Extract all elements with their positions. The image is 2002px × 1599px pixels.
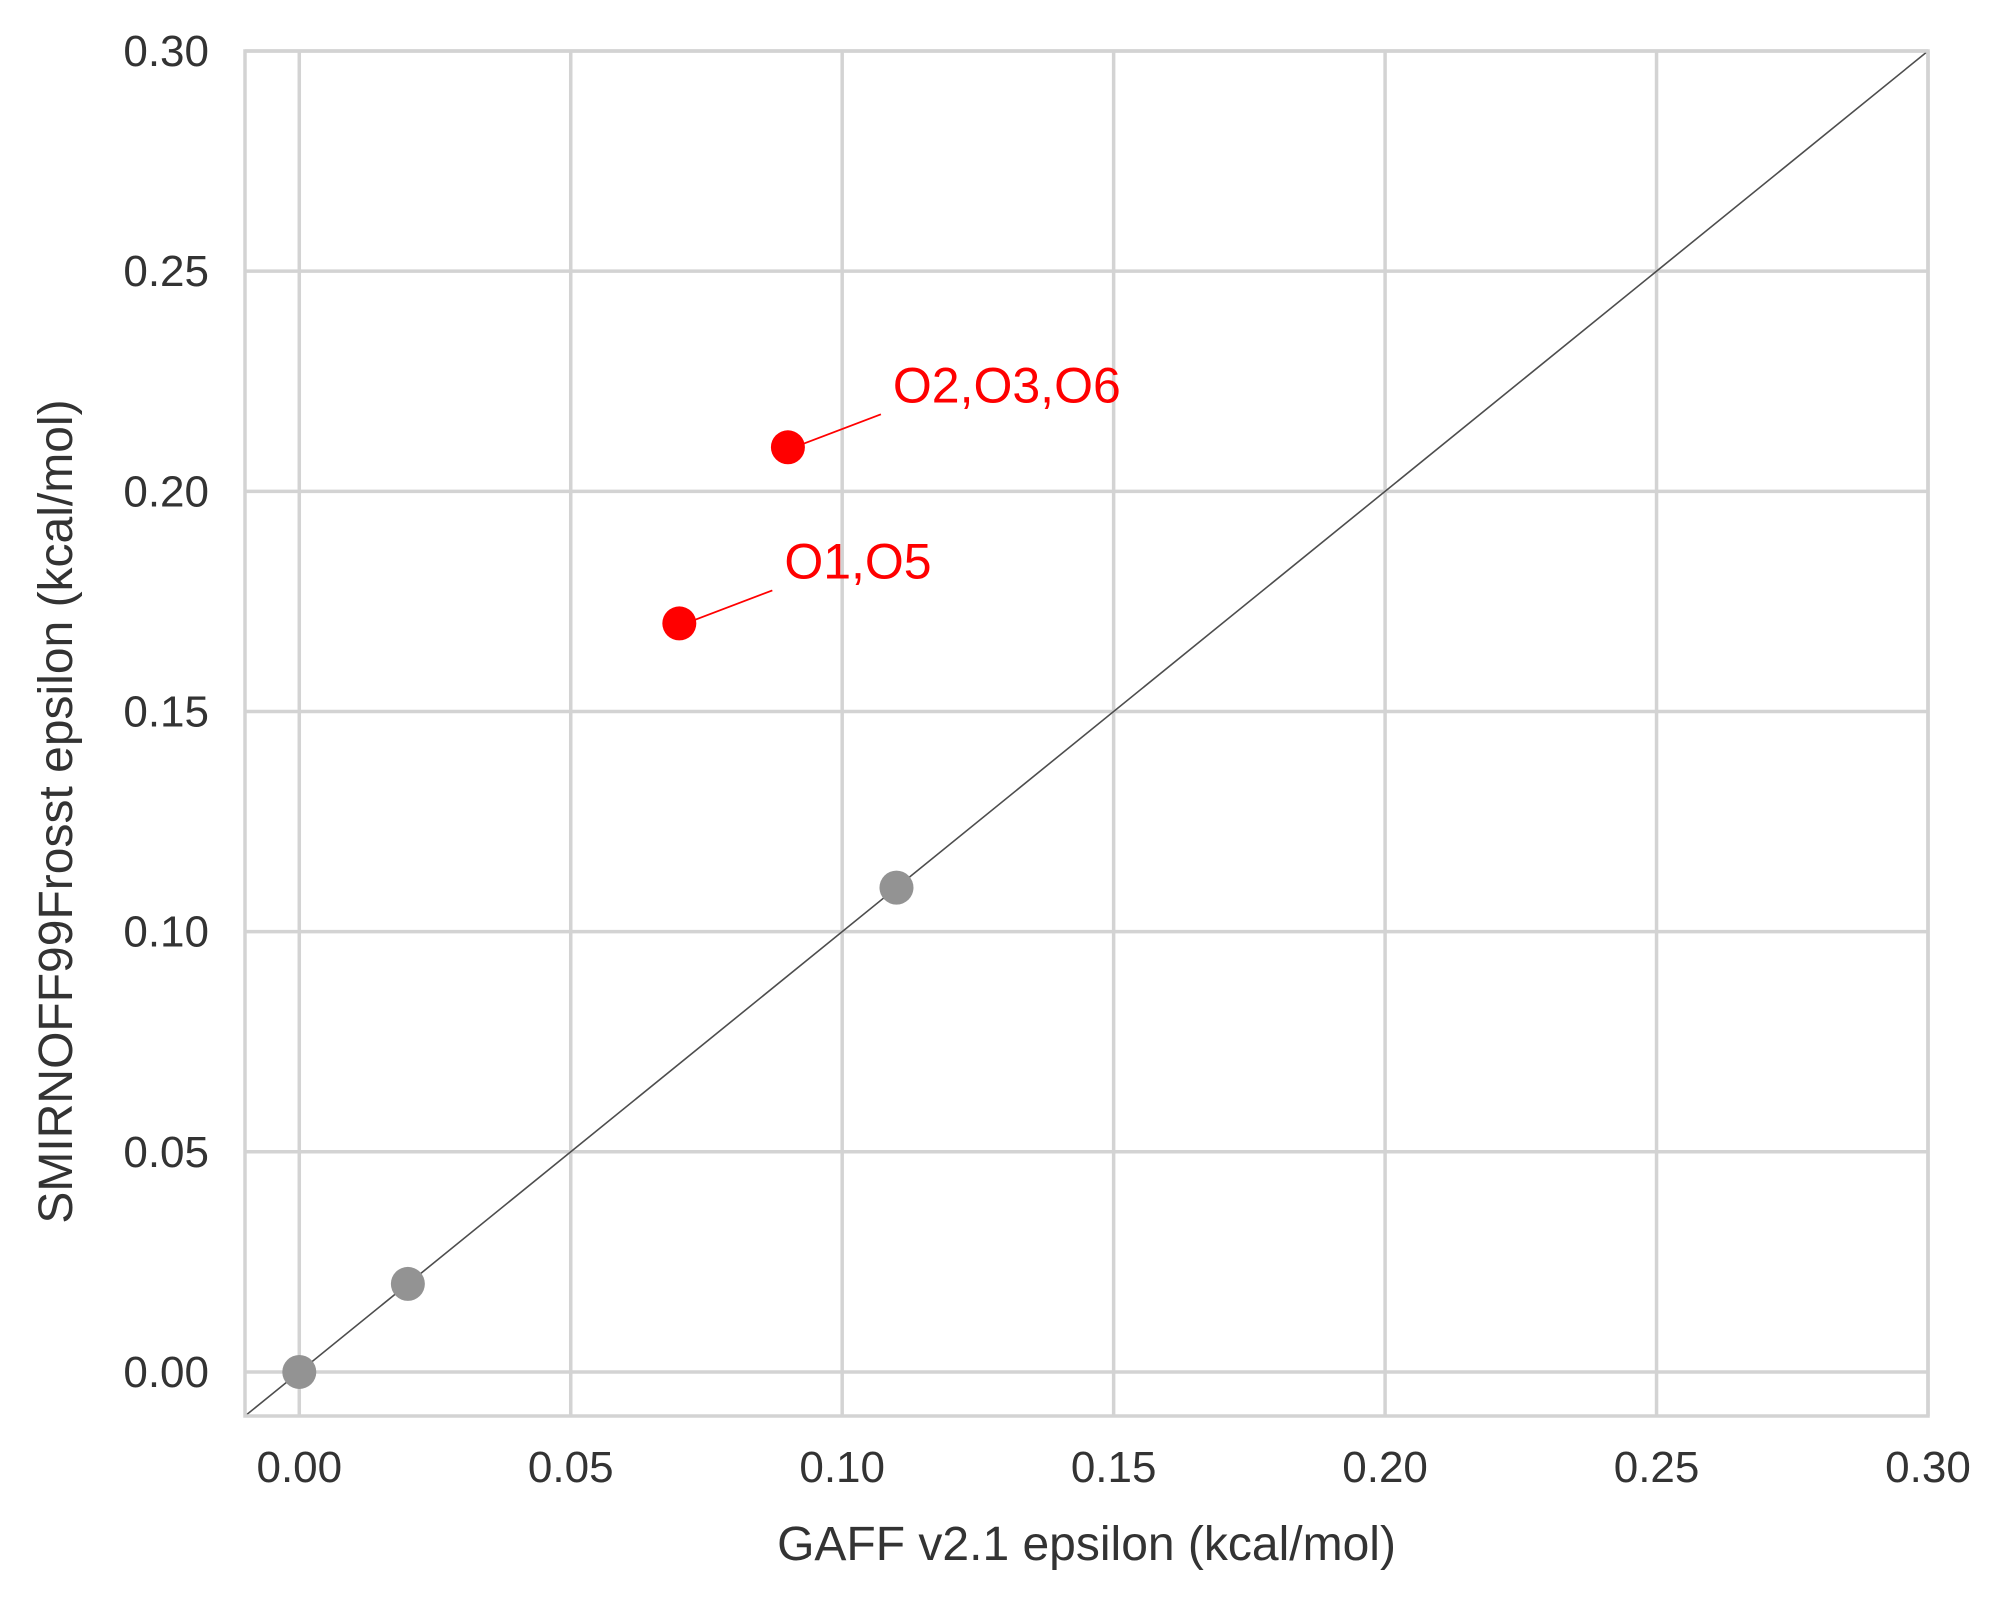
data-point (282, 1354, 317, 1389)
y-tick-label: 0.30 (123, 27, 209, 76)
plot-frame (243, 49, 1930, 1418)
point-annotation-label: O2,O3,O6 (893, 357, 1121, 413)
tick-labels: 0.00 0.05 0.10 0.15 0.20 0.25 0.30 0.00 0.05 0.10… (123, 27, 1970, 1492)
x-tick-label: 0.20 (1342, 1443, 1428, 1492)
y-tick-label: 0.10 (123, 908, 209, 957)
highlighted-point (770, 430, 805, 465)
annotation-connector (801, 413, 882, 446)
data-point (879, 870, 914, 905)
x-tick-label: 0.10 (799, 1443, 885, 1492)
data-point (390, 1266, 425, 1301)
x-tick-label: 0.00 (256, 1443, 342, 1492)
y-tick-label: 0.05 (123, 1128, 209, 1177)
x-tick-label: 0.25 (1614, 1443, 1700, 1492)
annotation-connector (693, 589, 773, 622)
data-points (282, 430, 914, 1389)
x-tick-label: 0.30 (1885, 1443, 1971, 1492)
y-tick-label: 0.00 (123, 1348, 209, 1397)
x-tick-label: 0.15 (1071, 1443, 1157, 1492)
x-tick-label: 0.05 (528, 1443, 614, 1492)
highlighted-point (662, 606, 697, 641)
point-annotation-label: O1,O5 (784, 533, 931, 589)
annotations: O1,O5 O2,O3,O6 (693, 357, 1121, 622)
y-tick-label: 0.20 (123, 467, 209, 516)
plot-area-border (243, 49, 1930, 1418)
x-axis-label: GAFF v2.1 epsilon (kcal/mol) (777, 1518, 1396, 1571)
y-equals-x-line (244, 50, 1929, 1417)
y-tick-label: 0.25 (123, 247, 209, 296)
y-tick-label: 0.15 (123, 687, 209, 736)
identity-line (244, 50, 1929, 1417)
y-axis-label: SMIRNOFF99Frosst epsilon (kcal/mol) (30, 399, 83, 1223)
